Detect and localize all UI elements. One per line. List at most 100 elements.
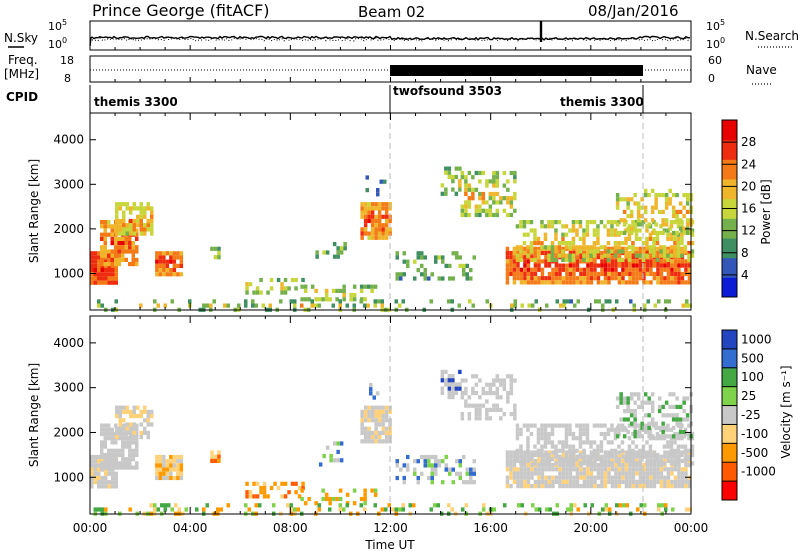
echo-cell [631, 276, 636, 281]
echo-cell [614, 463, 618, 468]
echo-cell [377, 218, 382, 224]
echo-cell [592, 440, 597, 445]
echo-cell [158, 471, 163, 476]
echo-cell [363, 297, 367, 302]
echo-cell [543, 236, 548, 241]
echo-cell [165, 263, 170, 268]
echo-cell [370, 409, 375, 414]
echo-cell [607, 475, 611, 480]
echo-cell [671, 205, 676, 210]
echo-cell [437, 463, 441, 468]
echo-cell [578, 236, 583, 241]
echo-cell [363, 409, 368, 414]
echo-cell [536, 452, 541, 458]
echo-cell [663, 263, 667, 268]
echo-cell [324, 288, 329, 293]
echo-cell [146, 418, 150, 423]
echo-cell [613, 427, 618, 432]
echo-cell [551, 463, 555, 468]
echo-cell [619, 230, 623, 235]
echo-cell [593, 271, 597, 277]
echo-cell [374, 227, 378, 232]
echo-cell [561, 479, 566, 484]
echo-cell [416, 480, 420, 485]
echo-cell [631, 479, 636, 484]
echo-cell [678, 218, 683, 223]
echo-cell [558, 250, 562, 256]
echo-cell [464, 200, 468, 205]
echo-cell [324, 496, 329, 502]
echo-cell [610, 458, 615, 463]
echo-cell [485, 183, 489, 188]
echo-cell [600, 479, 604, 484]
echo-cell [402, 272, 406, 277]
echo-cell [669, 232, 674, 237]
echo-cell [685, 193, 690, 198]
echo-cell [592, 228, 597, 233]
echo-cell [537, 479, 541, 484]
echo-cell [676, 224, 681, 229]
echo-cell [614, 271, 618, 277]
echo-cell [454, 166, 459, 171]
echo-cell [413, 259, 417, 264]
echo-cell [100, 423, 104, 428]
echo-cell [169, 459, 173, 464]
echo-cell [647, 396, 651, 401]
echo-cell [596, 423, 600, 428]
echo-cell [363, 501, 367, 506]
echo-cell [666, 479, 671, 484]
echo-cell [467, 412, 472, 417]
echo-cell [579, 267, 583, 272]
echo-cell [680, 263, 685, 268]
echo-cell [645, 241, 649, 246]
echo-cell [629, 396, 634, 401]
echo-cell [153, 507, 157, 512]
echo-cell [673, 467, 678, 472]
echo-cell [540, 245, 544, 250]
echo-cell [526, 436, 530, 441]
nsearch-tick-bottom: 100 [706, 36, 725, 51]
echo-cell [554, 467, 559, 472]
echo-cell [638, 259, 643, 264]
echo-cell [622, 503, 626, 508]
echo-cell [668, 404, 672, 409]
echo-cell [423, 276, 427, 281]
echo-cell [629, 214, 634, 219]
echo-cell [416, 251, 420, 256]
echo-cell [444, 382, 448, 387]
echo-cell [558, 484, 562, 489]
echo-cell [512, 479, 517, 484]
echo-cell [373, 488, 378, 493]
echo-cell [122, 405, 126, 410]
echo-cell [614, 471, 618, 476]
echo-cell [179, 272, 184, 277]
echo-cell [509, 170, 514, 176]
echo-cell [631, 475, 636, 480]
echo-cell [631, 263, 636, 268]
echo-cell [649, 280, 653, 285]
echo-cell [687, 431, 691, 437]
echo-cell [107, 452, 111, 458]
echo-cell [495, 179, 500, 184]
echo-cell [440, 191, 445, 196]
echo-cell [481, 391, 486, 396]
echo-cell [526, 271, 531, 277]
echo-cell [97, 459, 101, 464]
echo-cell [551, 454, 555, 459]
echo-cell [471, 187, 475, 192]
echo-cell [471, 191, 475, 197]
echo-cell [583, 503, 587, 508]
echo-cell [565, 263, 569, 268]
echo-cell [492, 407, 496, 412]
echo-cell [666, 232, 670, 237]
echo-cell [451, 467, 455, 472]
echo-cell [100, 232, 104, 237]
echo-cell [495, 175, 500, 180]
echo-cell [121, 452, 125, 458]
echo-cell [474, 212, 479, 218]
echo-cell [107, 461, 111, 466]
echo-cell [266, 290, 270, 295]
echo-cell [283, 481, 288, 486]
echo-cell [104, 272, 108, 277]
echo-cell [139, 227, 143, 232]
